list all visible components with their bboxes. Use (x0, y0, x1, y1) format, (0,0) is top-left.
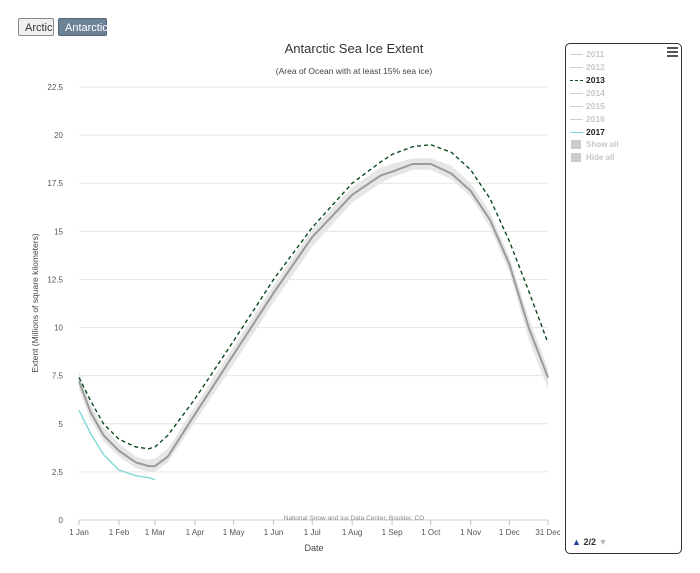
hide-all-square-icon (571, 153, 581, 163)
series-line-median (78, 163, 549, 468)
legend-item-2016[interactable]: 2016 (570, 113, 605, 126)
legend-swatch-icon (570, 119, 583, 121)
x-tick-label: 1 Jul (304, 528, 321, 537)
legend-label: 2015 (586, 101, 605, 111)
x-tick-label: 31 Dec (535, 528, 560, 537)
y-tick-label: 20 (54, 131, 63, 140)
plot-area (78, 143, 549, 481)
show-all-button[interactable]: Show all (571, 139, 618, 150)
legend-label: 2017 (586, 127, 605, 137)
legend-swatch-icon (570, 93, 583, 95)
x-tick-label: 1 Oct (421, 528, 441, 537)
antarctic-button[interactable]: Antarctic (58, 18, 108, 36)
y-tick-label: 12.5 (47, 275, 63, 284)
chart-title: Antarctic Sea Ice Extent (285, 41, 424, 56)
legend-swatch-icon (570, 67, 583, 69)
x-tick-label: 1 May (223, 528, 245, 537)
chart-credit: National Snow and Ice Data Center, Bould… (284, 515, 425, 522)
x-tick-label: 1 Apr (186, 528, 205, 537)
grid-lines (79, 86, 548, 521)
legend-item-2017[interactable]: 2017 (570, 126, 605, 139)
hide-all-button[interactable]: Hide all (571, 152, 614, 163)
series-line-2013 (78, 143, 549, 450)
median-range-band (79, 158, 548, 472)
y-tick-label: 17.5 (47, 179, 63, 188)
x-tick-label: 1 Jun (264, 528, 284, 537)
legend-swatch-icon (570, 80, 583, 82)
legend-swatch-icon (570, 54, 583, 56)
legend-label: 2011 (586, 49, 605, 59)
legend-label: 2013 (586, 75, 605, 85)
y-tick-label: 10 (54, 324, 63, 333)
legend-item-2011[interactable]: 2011 (570, 48, 604, 61)
menu-icon[interactable] (667, 47, 678, 57)
x-tick-label: 1 Mar (145, 528, 166, 537)
y-tick-label: 0 (59, 516, 64, 525)
y-axis: 0 2.5 5 7.5 10 12.5 15 17.5 20 22.5 (47, 83, 63, 525)
legend-label: 2012 (586, 62, 605, 72)
legend-swatch-icon (570, 132, 583, 134)
legend-item-2014[interactable]: 2014 (570, 87, 605, 100)
x-axis-label: Date (304, 543, 323, 553)
x-tick-label: 1 Aug (342, 528, 362, 537)
legend-label: 2014 (586, 88, 605, 98)
legend-item-2015[interactable]: 2015 (570, 100, 605, 113)
legend-item-2012[interactable]: 2012 (570, 61, 605, 74)
x-tick-label: 1 Nov (460, 528, 481, 537)
pager-up-icon[interactable]: ▲ (572, 537, 581, 547)
y-tick-label: 15 (54, 227, 63, 236)
sea-ice-chart: Antarctic Sea Ice Extent (Area of Ocean … (30, 41, 560, 553)
y-axis-label: Extent (Millions of square kilometers) (30, 233, 40, 373)
x-tick-label: 1 Dec (499, 528, 520, 537)
x-tick-label: 1 Feb (109, 528, 130, 537)
legend-panel: 2011 2012 2013 2014 2015 2016 2017 Show all Hi… (565, 43, 682, 554)
legend-swatch-icon (570, 106, 583, 108)
arctic-button[interactable]: Arctic (18, 18, 54, 36)
x-tick-label: 1 Jan (69, 528, 89, 537)
chart-subtitle: (Area of Ocean with at least 15% sea ice… (276, 66, 433, 76)
y-tick-label: 5 (59, 420, 64, 429)
legend-item-2013[interactable]: 2013 (570, 74, 605, 87)
x-axis: 1 Jan 1 Feb 1 Mar 1 Apr 1 May 1 Jun 1 Jul 1 Aug… (69, 520, 560, 537)
pager-down-icon[interactable]: ▼ (598, 537, 608, 547)
y-tick-label: 2.5 (52, 468, 64, 477)
pager-text: 2/2 (583, 537, 596, 547)
y-tick-label: 7.5 (52, 372, 64, 381)
x-tick-label: 1 Sep (382, 528, 403, 537)
series-line-2017 (78, 409, 156, 481)
legend-label: 2016 (586, 114, 605, 124)
show-all-square-icon (571, 140, 581, 150)
y-tick-label: 22.5 (47, 83, 63, 92)
legend-pager: ▲ 2/2 ▼ (572, 537, 607, 547)
